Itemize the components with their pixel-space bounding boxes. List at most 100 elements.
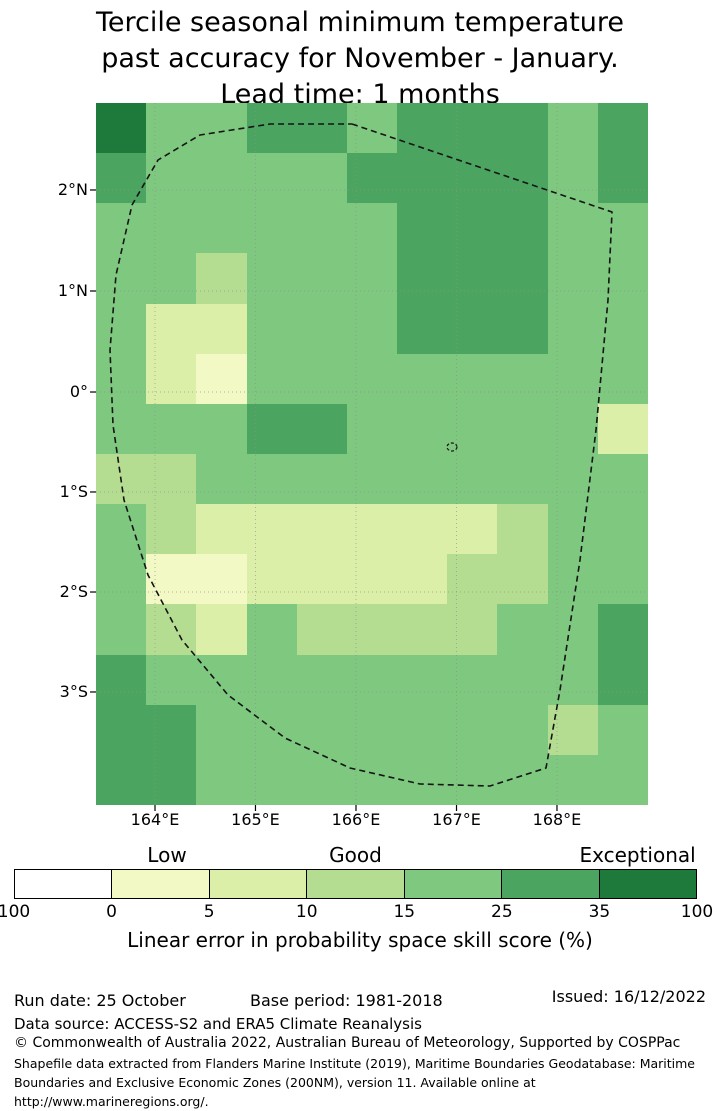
heatmap-cell: [497, 253, 548, 304]
heatmap-cell: [196, 103, 247, 154]
heatmap-cell: [196, 504, 247, 555]
heatmap-cell: [346, 253, 398, 304]
heatmap-cell: [397, 203, 448, 254]
colorbar-class-labels: Low Good Exceptional: [14, 843, 697, 869]
y-tick-label: 3°S: [59, 681, 88, 701]
x-tick-label: 167°E: [432, 810, 481, 829]
heatmap-cell: [497, 754, 548, 805]
heatmap-cell: [296, 103, 347, 154]
heatmap-cell: [497, 403, 548, 454]
heatmap-cell: [196, 604, 247, 655]
colorbar-segment: [598, 870, 696, 898]
heatmap-cell: [497, 604, 548, 655]
map-overlay: [90, 103, 648, 811]
colorbar-segment: [306, 870, 404, 898]
heatmap-cell: [246, 453, 297, 505]
heatmap-cell: [246, 704, 297, 755]
heatmap-cell: [547, 303, 598, 354]
heatmap-cell: [246, 253, 297, 304]
heatmap-cell: [146, 504, 197, 555]
heatmap-cell: [447, 704, 498, 755]
heatmap-cell: [196, 353, 247, 404]
x-tick-label: 168°E: [532, 810, 582, 829]
heatmap-cell: [497, 353, 548, 404]
heatmap-cell: [96, 353, 147, 404]
heatmap-cell: [346, 103, 398, 154]
chart-title: Tercile seasonal minimum temperature pas…: [0, 5, 720, 113]
heatmap-cell: [346, 303, 398, 354]
heatmap-cell: [346, 453, 398, 505]
heatmap-cell: [597, 103, 648, 154]
heatmap-cell: [246, 103, 297, 154]
heatmap-cell: [597, 504, 648, 555]
heatmap-cell: [397, 153, 448, 204]
heatmap-cell: [96, 103, 147, 154]
heatmap-cell: [597, 554, 648, 605]
copyright-label: © Commonwealth of Australia 2022, Austra…: [14, 1035, 681, 1051]
heatmap-cell: [597, 253, 648, 304]
heatmap-cell: [246, 153, 297, 204]
heatmap-cell: [547, 554, 598, 605]
heatmap-cell: [346, 403, 398, 454]
colorbar-tick-label: 15: [393, 902, 416, 922]
heatmap-cell: [246, 554, 297, 605]
heatmap-cell: [447, 504, 498, 555]
y-axis: 2°N 1°N 0° 1°S 2°S 3°S: [0, 103, 90, 805]
heatmap-cell: [397, 453, 448, 505]
heatmap-cell: [246, 654, 297, 705]
heatmap-cell: [296, 504, 347, 555]
colorbar-segment: [403, 870, 502, 898]
heatmap-cell: [397, 704, 448, 755]
colorbar-segment: [15, 870, 112, 898]
colorbar-caption: Linear error in probability space skill …: [127, 928, 593, 952]
colorbar-ticks: 100 0 5 10 15 25 35 100: [0, 902, 713, 924]
heatmap-cell: [346, 153, 398, 204]
heatmap-cell: [497, 203, 548, 254]
x-tick-label: 164°E: [130, 810, 180, 829]
eez-boundary-dashed: [109, 123, 613, 787]
heatmap-cell: [346, 604, 398, 655]
heatmap-cell: [547, 353, 598, 404]
heatmap-cell: [397, 554, 448, 605]
heatmap-cell: [397, 103, 448, 154]
heatmap-cell: [146, 403, 197, 454]
heatmap-cell: [346, 504, 398, 555]
heatmap-cell: [96, 203, 147, 254]
heatmap-cell: [346, 353, 398, 404]
heatmap-cell: [296, 203, 347, 254]
heatmap-cell: [296, 403, 347, 454]
colorbar-tick-label: 25: [491, 902, 513, 922]
x-axis: 164°E 165°E 166°E 167°E 168°E: [96, 810, 648, 834]
heatmap-cell: [196, 253, 247, 304]
run-date-label: Run date: 25 October: [14, 991, 186, 1010]
heatmap-cell: [296, 303, 347, 354]
heatmap-cell: [497, 303, 548, 354]
heatmap-cell: [196, 153, 247, 204]
heatmap-cell: [497, 504, 548, 555]
heatmap-cell: [447, 203, 498, 254]
heatmap-cell: [597, 153, 648, 204]
heatmap-cell: [96, 654, 147, 705]
heatmap-cell: [397, 253, 448, 304]
heatmap-cell: [547, 403, 598, 454]
heatmap-cell: [397, 604, 448, 655]
heatmap-cell: [246, 403, 297, 454]
heatmap-cell: [447, 303, 498, 354]
heatmap-cell: [246, 754, 297, 805]
heatmap-cell: [447, 103, 498, 154]
colorbar-class-exceptional: Exceptional: [579, 843, 696, 867]
colorbar-class-good: Good: [329, 843, 382, 867]
heatmap-cell: [296, 754, 347, 805]
heatmap-cell: [397, 504, 448, 555]
heatmap-cell: [497, 153, 548, 204]
heatmap-cell: [397, 654, 448, 705]
heatmap-cell: [196, 303, 247, 354]
heatmap-cell: [447, 253, 498, 304]
heatmap-cell: [547, 754, 598, 805]
heatmap-cell: [196, 453, 247, 505]
heatmap-cell: [397, 303, 448, 354]
heatmap-cell: [497, 704, 548, 755]
heatmap-cell: [346, 554, 398, 605]
y-tick-label: 1°N: [57, 280, 88, 300]
colorbar-tick-label: 100: [680, 902, 714, 922]
